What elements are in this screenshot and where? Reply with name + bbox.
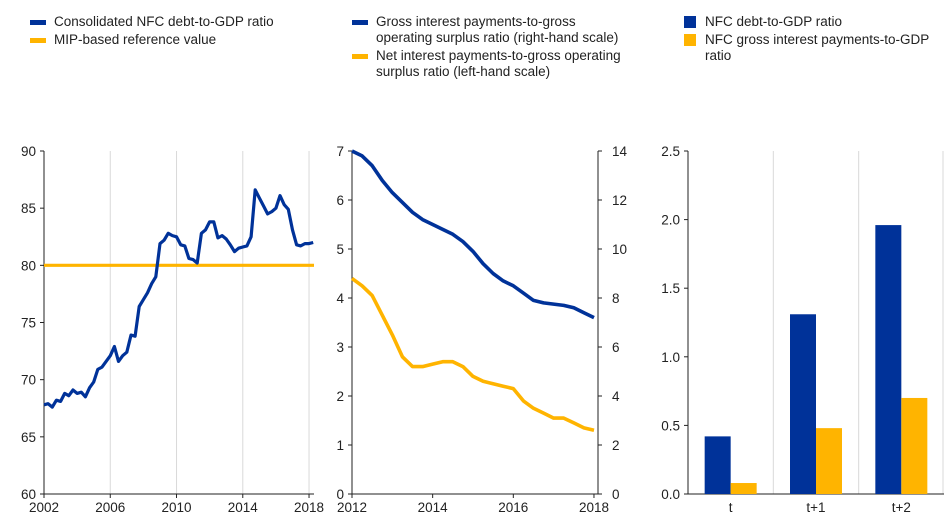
bar-interest-payments <box>901 397 928 494</box>
series-line-debt-ratio <box>43 188 314 409</box>
y-tick-label: 0.0 <box>661 487 680 502</box>
legend-left: Consolidated NFC debt-to-GDP ratio MIP-b… <box>30 14 320 50</box>
y-tick-label: 90 <box>21 144 36 159</box>
y-tick-label: 75 <box>21 316 36 331</box>
y-tick-label: 80 <box>21 258 36 273</box>
y-tick-label: 70 <box>21 373 36 388</box>
y-right-tick-label: 12 <box>612 193 627 208</box>
y-left-tick-label: 5 <box>336 242 344 257</box>
legend-item-mip: MIP-based reference value <box>30 32 320 48</box>
y-right-tick-label: 2 <box>612 438 620 453</box>
legend-label-mip: MIP-based reference value <box>54 32 217 47</box>
series-line-net-interest <box>350 276 595 433</box>
x-tick-label: 2018 <box>579 500 609 515</box>
y-left-tick-label: 7 <box>336 144 344 159</box>
legend-label-net-interest: Net interest payments-to-gross operating… <box>376 48 621 79</box>
legend-label-gross-interest: Gross interest payments-to-gross operati… <box>376 14 619 45</box>
y-right-tick-label: 0 <box>612 487 620 502</box>
y-left-tick-label: 0 <box>336 487 344 502</box>
y-tick-label: 2.0 <box>661 213 680 228</box>
legend-swatch-debt <box>30 20 46 25</box>
series-line-gross-interest <box>351 149 595 320</box>
x-tick-label: t <box>729 500 733 515</box>
bar-debt-ratio <box>875 225 902 494</box>
legend-item-bar-interest: NFC gross interest payments-to-GDP ratio <box>684 32 946 64</box>
y-left-tick-label: 3 <box>336 340 344 355</box>
y-right-tick-label: 10 <box>612 242 627 257</box>
legend-swatch-gross-interest <box>352 20 368 25</box>
legend-item-debt: Consolidated NFC debt-to-GDP ratio <box>30 14 320 30</box>
y-right-tick-label: 6 <box>612 340 620 355</box>
x-tick-label: 2018 <box>294 500 324 515</box>
y-left-tick-label: 2 <box>336 389 344 404</box>
legend-right: NFC debt-to-GDP ratio NFC gross interest… <box>684 14 946 66</box>
y-right-tick-label: 14 <box>612 144 628 159</box>
y-left-tick-label: 1 <box>336 438 344 453</box>
y-left-tick-label: 6 <box>336 193 344 208</box>
panel-debt-to-gdp: 60 65 70 75 80 85 90 2002 2006 2010 2014 2018 <box>21 144 324 515</box>
x-tick-label: 2014 <box>228 500 259 515</box>
y-tick-label: 60 <box>21 487 36 502</box>
x-tick-label: t+2 <box>892 500 911 515</box>
legend-swatch-bar-debt <box>684 16 696 28</box>
y-tick-label: 1.0 <box>661 350 680 365</box>
y-left-tick-label: 4 <box>336 291 344 306</box>
legend-item-bar-debt: NFC debt-to-GDP ratio <box>684 14 946 30</box>
y-right-tick-label: 4 <box>612 389 620 404</box>
legend-label-bar-interest: NFC gross interest payments-to-GDP ratio <box>705 32 930 63</box>
y-tick-label: 1.5 <box>661 281 680 296</box>
x-tick-label: 2012 <box>337 500 367 515</box>
legend-swatch-net-interest <box>352 54 368 59</box>
x-tick-label: 2002 <box>29 500 59 515</box>
legend-middle: Gross interest payments-to-gross operati… <box>352 14 624 82</box>
bar-debt-ratio <box>704 436 731 494</box>
legend-swatch-bar-interest <box>684 34 696 46</box>
x-tick-label: 2016 <box>498 500 528 515</box>
panel-bar-sensitivity: 0.0 0.5 1.0 1.5 2.0 2.5 t t+1 t+2 <box>661 144 944 515</box>
y-tick-label: 2.5 <box>661 144 680 159</box>
legend-item-gross-interest: Gross interest payments-to-gross operati… <box>352 14 624 46</box>
bar-debt-ratio <box>790 314 816 494</box>
bar-interest-payments <box>730 483 757 494</box>
x-tick-label: t+1 <box>806 500 825 515</box>
bar-interest-payments <box>816 428 842 494</box>
x-tick-label: 2006 <box>95 500 125 515</box>
x-tick-label: 2014 <box>418 500 449 515</box>
y-tick-label: 0.5 <box>661 418 680 433</box>
legend-label-bar-debt: NFC debt-to-GDP ratio <box>705 14 843 29</box>
y-right-tick-label: 8 <box>612 291 620 306</box>
y-tick-label: 85 <box>21 201 36 216</box>
legend-label-debt: Consolidated NFC debt-to-GDP ratio <box>54 14 274 29</box>
legend-item-net-interest: Net interest payments-to-gross operating… <box>352 48 624 80</box>
x-tick-label: 2010 <box>161 500 191 515</box>
y-tick-label: 65 <box>21 430 36 445</box>
legend-swatch-mip <box>30 38 46 43</box>
